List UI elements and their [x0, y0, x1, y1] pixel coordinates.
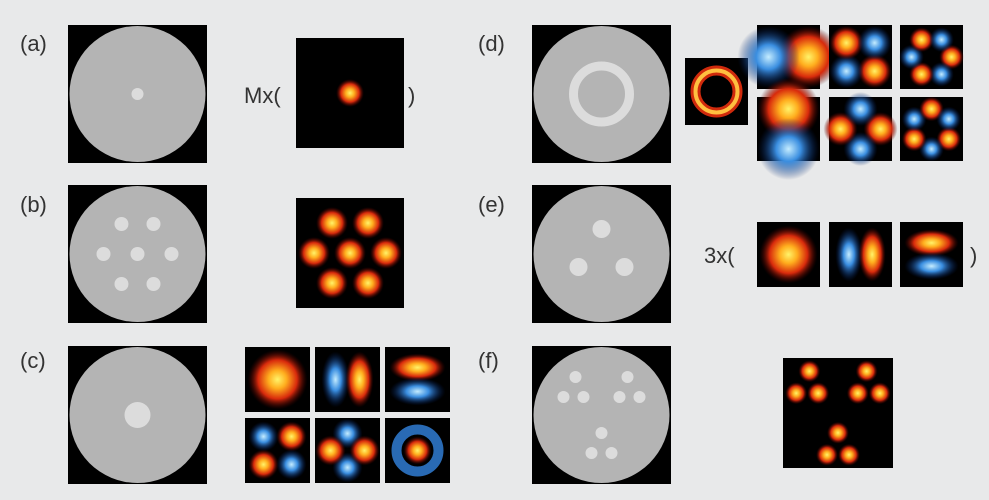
mode-lobe	[370, 237, 402, 269]
mode-lobe	[389, 353, 446, 382]
mode-lobe	[321, 351, 350, 408]
mode-lobe	[247, 349, 308, 410]
panel-label: (b)	[20, 192, 47, 217]
mode-lobe	[336, 79, 364, 107]
panel-label: (f)	[478, 348, 499, 373]
mode-lobe	[901, 126, 927, 152]
core	[605, 447, 618, 459]
paren: )	[970, 243, 977, 268]
mode-lobe	[248, 421, 279, 452]
mode-lobe	[868, 382, 891, 405]
mode-lobe	[349, 435, 380, 466]
mode-lobe	[846, 382, 869, 405]
mode-lobe	[759, 225, 818, 284]
paren: )	[408, 83, 415, 108]
mode-lobe	[315, 435, 346, 466]
panel-label: (c)	[20, 348, 46, 373]
mode-lobe	[816, 443, 838, 466]
mode-lobe	[757, 118, 820, 180]
mode-lobe	[298, 237, 330, 269]
panel-label: (a)	[20, 31, 47, 56]
mode-lobe	[737, 26, 800, 88]
mode-lobe	[276, 421, 307, 452]
core	[569, 258, 588, 276]
mode-lobe	[843, 92, 878, 126]
mode-lobe	[827, 421, 849, 444]
cladding	[533, 26, 670, 162]
core	[96, 247, 111, 261]
core	[577, 391, 590, 403]
core	[146, 217, 161, 231]
core	[114, 217, 129, 231]
core	[124, 402, 151, 428]
mode-lobe	[403, 436, 432, 465]
cladding	[533, 347, 670, 483]
mode-ring	[693, 68, 740, 115]
mode-lobe	[929, 27, 954, 53]
mode-lobe	[857, 54, 892, 89]
mode-lobe	[857, 25, 892, 60]
mode-lobe	[352, 207, 384, 239]
mode-lobe	[835, 227, 863, 282]
mode-lobe	[904, 229, 959, 257]
panel-label: (d)	[478, 31, 505, 56]
mode-lobe	[855, 360, 878, 383]
core	[615, 258, 634, 276]
mode-lobe	[838, 443, 860, 466]
core	[613, 391, 626, 403]
panel-label: (e)	[478, 192, 505, 217]
mode-lobe	[829, 54, 864, 89]
core	[595, 427, 608, 439]
core	[557, 391, 570, 403]
core	[621, 371, 634, 383]
mode-lobe	[798, 360, 821, 383]
multiplier: 3x(	[704, 243, 735, 268]
mode-lobe	[929, 61, 954, 87]
core	[131, 88, 144, 100]
mode-lobe	[785, 382, 808, 405]
mode-lobe	[829, 25, 864, 60]
core	[585, 447, 598, 459]
core	[569, 371, 582, 383]
multiplier: Mx(	[244, 83, 281, 108]
core	[633, 391, 646, 403]
core	[130, 247, 145, 261]
mode-ring	[391, 424, 444, 477]
mode-lobe	[316, 207, 348, 239]
mode-lobe	[276, 449, 307, 480]
ring-core	[569, 61, 634, 127]
mode-lobe	[389, 377, 446, 406]
mode-lobe	[248, 449, 279, 480]
mode-lobe	[345, 351, 374, 408]
mode-lobe	[909, 27, 934, 53]
cladding	[533, 186, 670, 322]
mode-lobe	[334, 237, 366, 269]
mode-lobe	[904, 252, 959, 280]
core	[164, 247, 179, 261]
core	[592, 220, 611, 238]
mode-lobe	[352, 267, 384, 299]
mode-lobe	[858, 227, 886, 282]
core	[146, 277, 161, 291]
core	[114, 277, 129, 291]
mode-lobe	[936, 106, 962, 132]
mode-lobe	[807, 382, 830, 405]
mode-lobe	[316, 267, 348, 299]
